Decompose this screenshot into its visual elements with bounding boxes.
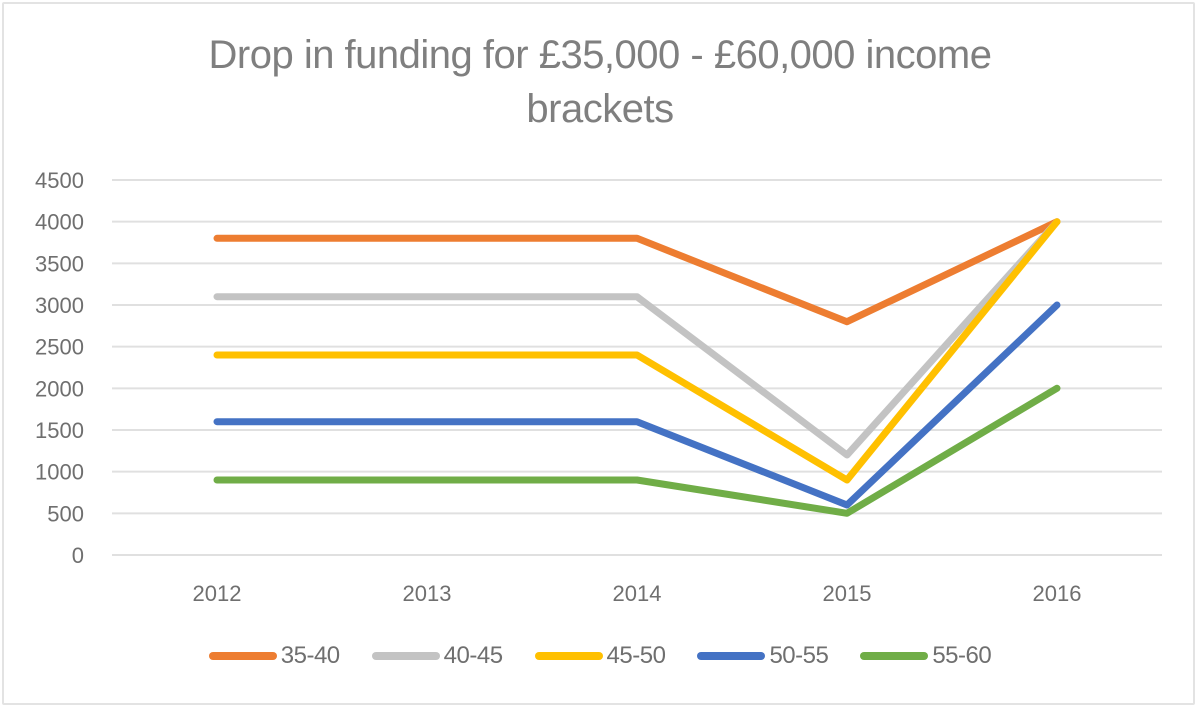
legend-item-35-40: 35-40 <box>208 642 340 670</box>
series-line-50-55 <box>213 301 1061 509</box>
y-tick-label: 3000 <box>35 293 84 318</box>
y-tick-label: 1000 <box>35 460 84 485</box>
series-line-55-60 <box>213 384 1061 517</box>
x-axis-labels: 2012 2013 2014 2015 2016 <box>193 581 1082 606</box>
legend-label: 35-40 <box>280 642 340 669</box>
legend-swatch-icon <box>860 652 929 660</box>
legend-label: 45-50 <box>606 642 666 669</box>
y-tick-label: 2000 <box>35 376 84 401</box>
legend-swatch-icon <box>208 652 277 660</box>
x-tick-label: 2014 <box>613 581 662 606</box>
series-line-40-45 <box>213 218 1061 459</box>
y-tick-label: 1500 <box>35 418 84 443</box>
y-tick-label: 3500 <box>35 251 84 276</box>
legend-item-55-60: 55-60 <box>860 642 992 670</box>
y-tick-label: 0 <box>72 543 84 568</box>
y-tick-label: 2500 <box>35 335 84 360</box>
y-tick-label: 4500 <box>35 168 84 193</box>
y-tick-label: 500 <box>47 501 84 526</box>
series-lines <box>213 218 1061 517</box>
legend-item-50-55: 50-55 <box>697 642 829 670</box>
legend-swatch-icon <box>697 652 766 660</box>
y-axis-labels: 0 500 1000 1500 2000 2500 3000 3500 4000 4500 <box>35 168 84 568</box>
x-tick-label: 2013 <box>403 581 452 606</box>
chart-title-line-2: brackets <box>526 87 674 131</box>
legend-swatch-icon <box>371 652 440 660</box>
legend-swatch-icon <box>534 652 603 660</box>
legend-item-40-45: 40-45 <box>371 642 503 670</box>
legend-label: 55-60 <box>932 642 992 669</box>
gridlines <box>112 179 1162 556</box>
series-line-35-40 <box>213 218 1061 326</box>
legend-label: 50-55 <box>769 642 829 669</box>
x-tick-label: 2012 <box>193 581 242 606</box>
legend: 35-40 40-45 45-50 50-55 55-60 <box>0 642 1200 670</box>
chart-title-line-1: Drop in funding for £35,000 - £60,000 in… <box>208 33 992 77</box>
x-tick-label: 2016 <box>1033 581 1082 606</box>
y-tick-label: 4000 <box>35 210 84 235</box>
legend-label: 40-45 <box>443 642 503 669</box>
chart-title: Drop in funding for £35,000 - £60,000 in… <box>0 28 1200 136</box>
x-tick-label: 2015 <box>823 581 872 606</box>
legend-item-45-50: 45-50 <box>534 642 666 670</box>
series-line-45-50 <box>213 218 1061 484</box>
